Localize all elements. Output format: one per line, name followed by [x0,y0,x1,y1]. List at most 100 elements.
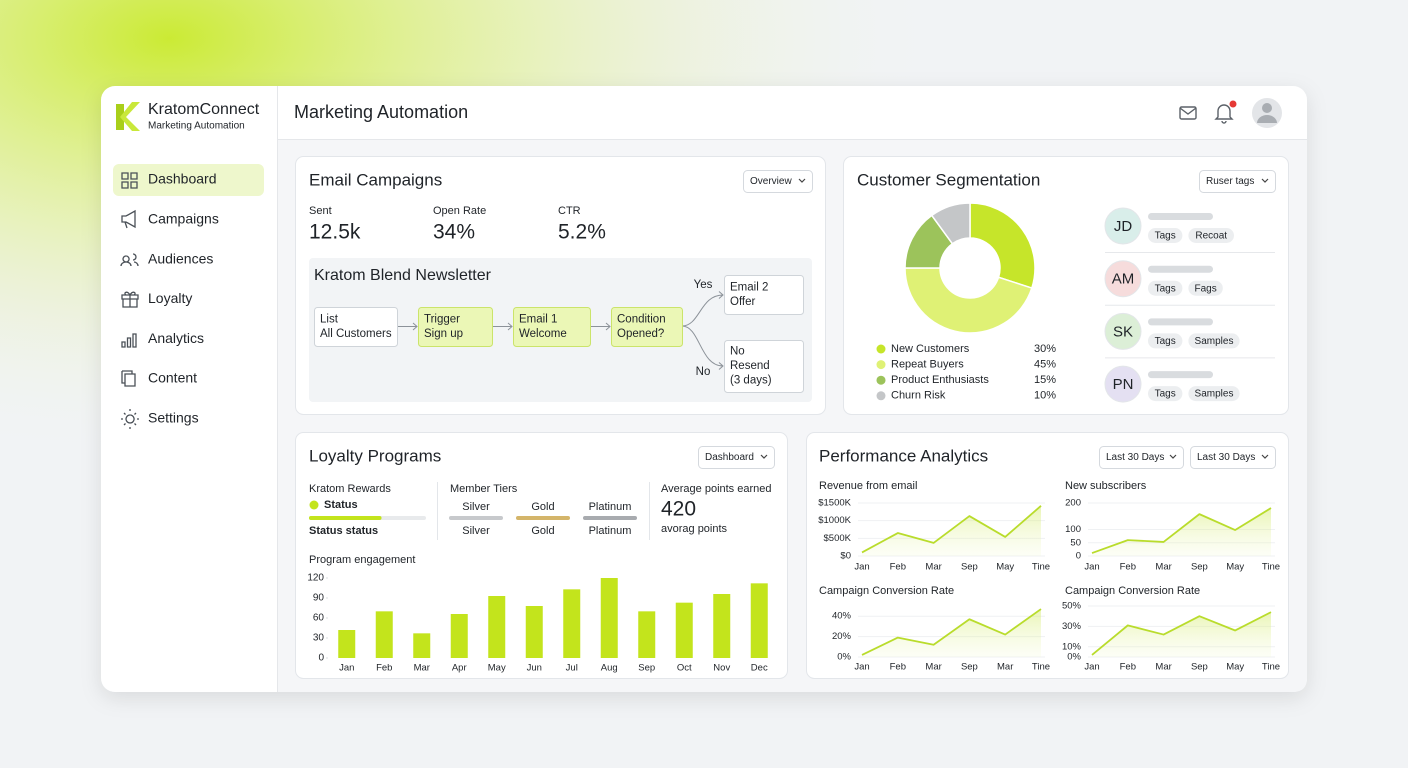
tag-label: Recoat [1195,231,1227,242]
dropdown-chevron[interactable] [798,178,806,183]
x-tick-label: May [1226,662,1244,673]
stat-value: 5.2% [558,221,606,244]
nav-icon[interactable] [121,370,136,387]
nav-icon[interactable] [121,333,137,348]
flow-node-text: All Customers [320,328,392,340]
nav-item[interactable]: Loyalty [148,290,192,306]
progress-fill [309,516,382,520]
y-tick-label: $500K [824,533,852,544]
nav-icon[interactable] [120,253,139,267]
nav-icon[interactable] [121,291,139,308]
y-tick-label: $1500K [818,498,851,509]
nav-item[interactable]: Dashboard [148,171,217,187]
dropdown-chevron[interactable] [1169,454,1177,459]
dropdown-label[interactable]: Overview [750,176,792,187]
contact-initials: AM [1112,271,1135,288]
y-tick-label: 200 [1065,498,1081,509]
line [1091,611,1272,656]
legend-swatch [876,391,886,401]
dropdown[interactable] [1199,170,1276,193]
flow-node[interactable] [513,307,591,347]
flow-no-label: No [696,366,711,378]
flow-node-text: Trigger [424,313,460,325]
x-tick-label: Mar [925,662,941,673]
nav-icon[interactable] [121,172,138,189]
tier-name: Silver [462,501,490,513]
chart-title: Campaign Conversion Rate [1065,585,1200,597]
dropdown[interactable] [743,170,813,193]
x-tick-label: Feb [890,562,906,573]
contact-placeholder [1148,318,1213,326]
flow-node[interactable] [314,307,398,347]
tag-label: Tags [1155,389,1176,400]
nav-item[interactable]: Content [148,370,197,386]
legend-value: 15% [1034,374,1056,386]
x-tick-label: Tine [1262,562,1280,573]
contact-avatar[interactable] [1104,312,1142,350]
contact-placeholder [1148,265,1213,273]
dropdown-chevron[interactable] [760,454,768,459]
donut-segment [930,202,971,245]
chart-title: Revenue from email [819,480,917,492]
chart-title: Program engagement [309,554,415,566]
legend-label: New Customers [891,343,970,355]
flow-node[interactable] [724,275,804,315]
contact-avatar[interactable] [1104,207,1142,245]
bar [375,611,393,658]
flow-node[interactable] [418,307,493,347]
dropdown-label[interactable]: Last 30 Days [1197,452,1255,463]
notification-dot [1229,100,1237,108]
dropdown-label[interactable]: Ruser tags [1206,176,1254,187]
flow-node[interactable] [724,340,804,393]
contact-avatar[interactable] [1104,260,1142,298]
x-tick-label: Feb [890,662,906,673]
contact-avatar[interactable] [1104,365,1142,403]
y-tick-label: 0% [837,652,851,663]
legend-swatch [876,375,886,385]
line [1091,507,1272,554]
y-tick-label: 0 [1076,551,1081,562]
flow-node[interactable] [611,307,683,347]
nav-icon[interactable] [121,409,139,429]
area [1092,612,1271,657]
dropdown[interactable] [698,446,775,469]
nav-item[interactable]: Audiences [148,250,213,266]
x-tick-label: Jan [1084,662,1099,673]
y-tick-label: 30% [1062,621,1082,632]
dropdown[interactable] [1190,446,1276,469]
nav-icon[interactable] [121,209,136,229]
dropdown[interactable] [1099,446,1184,469]
flow-node-text: Email 1 [519,313,557,325]
y-tick-label: 0 [318,653,324,664]
y-tick-label: 40% [832,611,852,622]
mail-icon[interactable] [1179,106,1197,120]
x-tick-label: May [996,562,1014,573]
flow-node-text: No [730,346,745,358]
y-tick-label: 0% [1067,652,1081,663]
dropdown-label[interactable]: Dashboard [705,452,754,463]
flow-node-text: Email 2 [730,281,768,293]
y-tick-label: 100 [1065,524,1081,535]
stat-value: 34% [433,221,475,244]
bar [488,596,506,658]
points-title: Average points earned [661,483,772,495]
dropdown-chevron[interactable] [1261,454,1269,459]
dropdown-label[interactable]: Last 30 Days [1106,452,1164,463]
x-tick-label: Mar [1155,662,1171,673]
x-tick-label: Apr [452,663,467,674]
x-tick-label: May [1226,562,1244,573]
y-tick-label: 20% [832,631,852,642]
bar [600,578,618,658]
tag [1148,228,1183,243]
x-tick-label: Mar [925,562,941,573]
y-tick-label: 50 [1070,537,1081,548]
dropdown-chevron[interactable] [1261,178,1269,183]
nav-item[interactable]: Campaigns [148,211,219,227]
user-avatar[interactable] [1252,98,1282,128]
x-tick-label: Tine [1032,562,1050,573]
notification-icon[interactable] [1214,104,1234,124]
flow-node-text: Resend [730,360,770,372]
tag-label: Fags [1194,283,1216,294]
nav-item[interactable]: Analytics [148,330,204,346]
nav-item[interactable]: Settings [148,410,199,426]
